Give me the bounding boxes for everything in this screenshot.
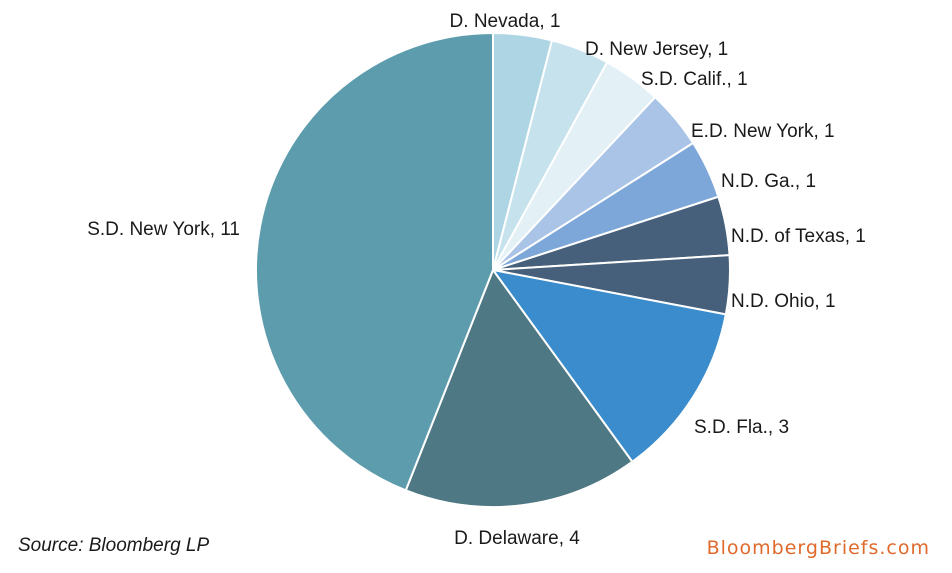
slice-label-d-nevada-1: D. Nevada, 1 — [450, 11, 561, 32]
brand-part-domain: .com — [879, 537, 930, 559]
slice-label-e-d-new-york-1: E.D. New York, 1 — [691, 121, 835, 142]
pie-slices — [255, 32, 731, 508]
pie-labels: D. Nevada, 1 D. New Jersey, 1 S.D. Calif.,… — [87, 11, 866, 549]
slice-label-s-d-fla-3: S.D. Fla., 3 — [694, 417, 789, 438]
pie-slice-s-d-new-york-11[interactable] — [255, 32, 494, 492]
slice-label-n-d-ohio-1: N.D. Ohio, 1 — [731, 291, 836, 312]
pie-slice-d-delaware-4[interactable] — [404, 269, 634, 508]
brand-part-bloomberg: Bloomberg — [706, 537, 819, 559]
slice-label-d-new-jersey-1: D. New Jersey, 1 — [585, 39, 728, 60]
brand-part-briefs: Briefs — [818, 537, 880, 559]
pie-slice-s-d-fla-3[interactable] — [492, 269, 727, 463]
slice-label-d-delaware-4: D. Delaware, 4 — [454, 528, 580, 549]
slice-label-s-d-calif-1: S.D. Calif., 1 — [641, 69, 748, 90]
brand-logo[interactable]: BloombergBriefs.com — [707, 537, 930, 559]
slice-label-n-d-of-texas-1: N.D. of Texas, 1 — [731, 226, 866, 247]
slice-label-s-d-new-york-11: S.D. New York, 11 — [87, 219, 240, 240]
source-note: Source: Bloomberg LP — [18, 535, 210, 556]
slice-label-n-d-ga-1: N.D. Ga., 1 — [721, 171, 816, 192]
